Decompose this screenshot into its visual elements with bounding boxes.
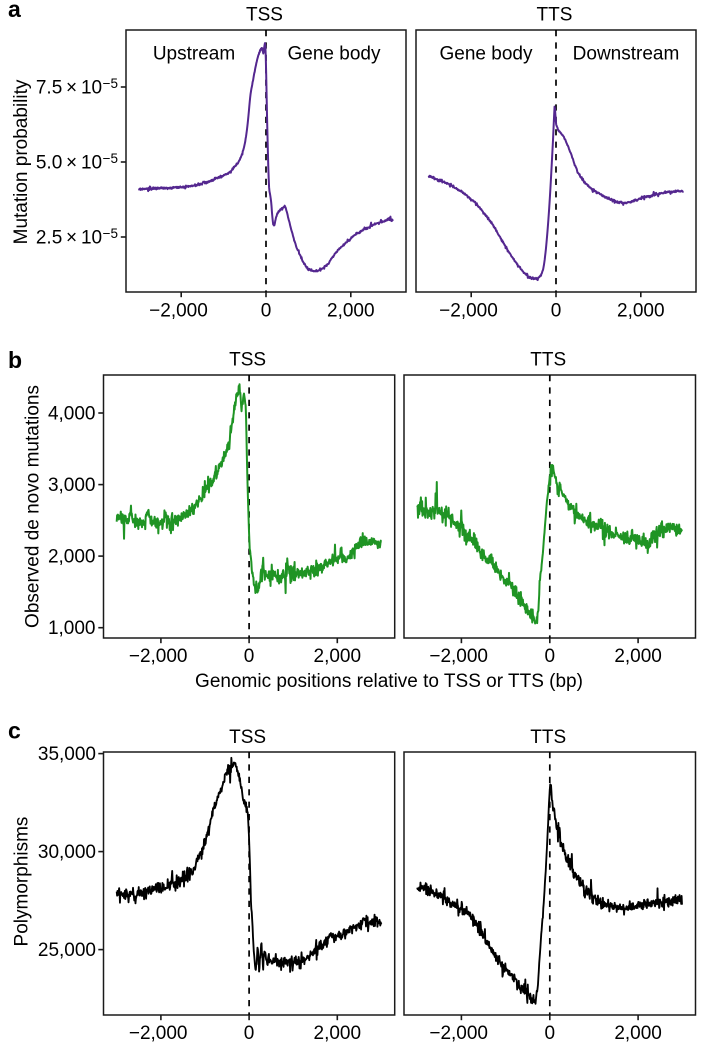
svg-text:5.0 × 10−5: 5.0 × 10−5 bbox=[36, 151, 118, 174]
svg-text:−2,000: −2,000 bbox=[129, 646, 188, 667]
svg-text:0: 0 bbox=[545, 646, 556, 667]
svg-text:Gene body: Gene body bbox=[288, 44, 381, 65]
svg-text:c: c bbox=[8, 718, 21, 744]
svg-text:Downstream: Downstream bbox=[573, 44, 680, 65]
svg-text:7.5 × 10−5: 7.5 × 10−5 bbox=[36, 76, 118, 99]
svg-text:b: b bbox=[8, 347, 22, 373]
svg-text:0: 0 bbox=[244, 646, 255, 667]
svg-text:2,000: 2,000 bbox=[48, 547, 96, 568]
svg-text:TTS: TTS bbox=[530, 350, 566, 371]
svg-text:2.5 × 10−5: 2.5 × 10−5 bbox=[36, 226, 118, 249]
svg-text:TSS: TSS bbox=[246, 5, 283, 26]
svg-text:2,000: 2,000 bbox=[327, 300, 375, 321]
svg-text:Polymorphisms: Polymorphisms bbox=[12, 817, 33, 947]
svg-text:Upstream: Upstream bbox=[153, 44, 235, 65]
svg-text:−2,000: −2,000 bbox=[429, 1023, 488, 1044]
svg-text:0: 0 bbox=[551, 300, 562, 321]
svg-text:Observed de novo mutations: Observed de novo mutations bbox=[23, 385, 44, 628]
svg-text:1,000: 1,000 bbox=[48, 618, 96, 639]
svg-text:0: 0 bbox=[244, 1023, 255, 1044]
svg-text:TSS: TSS bbox=[229, 727, 266, 748]
svg-text:30,000: 30,000 bbox=[38, 842, 96, 863]
svg-text:TTS: TTS bbox=[537, 5, 573, 26]
svg-text:−2,000: −2,000 bbox=[129, 1023, 188, 1044]
svg-text:2,000: 2,000 bbox=[314, 646, 362, 667]
svg-text:35,000: 35,000 bbox=[38, 744, 96, 765]
svg-text:−2,000: −2,000 bbox=[149, 300, 208, 321]
svg-text:2,000: 2,000 bbox=[617, 300, 665, 321]
svg-text:TTS: TTS bbox=[530, 727, 566, 748]
svg-text:2,000: 2,000 bbox=[614, 646, 662, 667]
svg-text:TSS: TSS bbox=[229, 350, 266, 371]
svg-text:25,000: 25,000 bbox=[38, 940, 96, 961]
svg-text:2,000: 2,000 bbox=[314, 1023, 362, 1044]
svg-text:−2,000: −2,000 bbox=[429, 646, 488, 667]
svg-text:0: 0 bbox=[545, 1023, 556, 1044]
svg-text:2,000: 2,000 bbox=[614, 1023, 662, 1044]
svg-text:Mutation probability: Mutation probability bbox=[11, 79, 32, 244]
svg-text:0: 0 bbox=[261, 300, 272, 321]
svg-text:Gene body: Gene body bbox=[440, 44, 533, 65]
svg-text:Genomic positions relative to: Genomic positions relative to TSS or TTS… bbox=[195, 671, 583, 692]
svg-text:4,000: 4,000 bbox=[48, 404, 96, 425]
svg-text:3,000: 3,000 bbox=[48, 475, 96, 496]
svg-text:−2,000: −2,000 bbox=[439, 300, 498, 321]
svg-text:a: a bbox=[8, 0, 21, 22]
